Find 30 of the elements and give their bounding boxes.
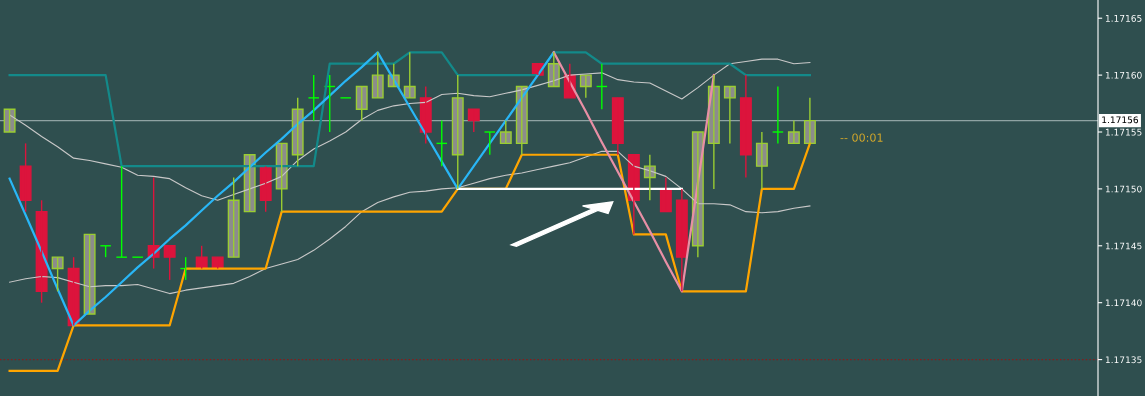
candlestick (115, 165, 128, 258)
candlestick (227, 176, 240, 258)
candlestick (499, 119, 512, 145)
text: -- 00:01 (840, 133, 883, 142)
candlestick (483, 131, 496, 156)
candlestick (771, 85, 784, 145)
candlestick (3, 108, 16, 133)
y-tick-label: 1.17150 (1105, 185, 1142, 193)
candlestick (371, 51, 384, 99)
candlestick (19, 142, 32, 213)
candlestick (403, 51, 416, 99)
ref-line-label: 1.17156 (1102, 116, 1139, 124)
y-tick-label: 1.17135 (1105, 356, 1142, 364)
line-series (9, 150, 811, 295)
y-tick-label: 1.17145 (1105, 242, 1142, 250)
candlestick (163, 245, 176, 281)
candlestick (51, 256, 64, 293)
line-series (552, 51, 715, 293)
candlestick (355, 85, 368, 122)
y-tick-label: 1.17165 (1105, 14, 1142, 22)
candlestick (451, 74, 464, 190)
y-tick-label: 1.17140 (1105, 299, 1142, 307)
line-series (8, 51, 555, 327)
candlestick (243, 154, 256, 213)
candlestick (307, 74, 320, 122)
y-tick-label: 1.17155 (1105, 128, 1142, 136)
candlestick (83, 233, 96, 315)
y-tick-label: 1.17160 (1105, 71, 1142, 79)
line-series (9, 58, 811, 201)
line-series (8, 51, 812, 168)
